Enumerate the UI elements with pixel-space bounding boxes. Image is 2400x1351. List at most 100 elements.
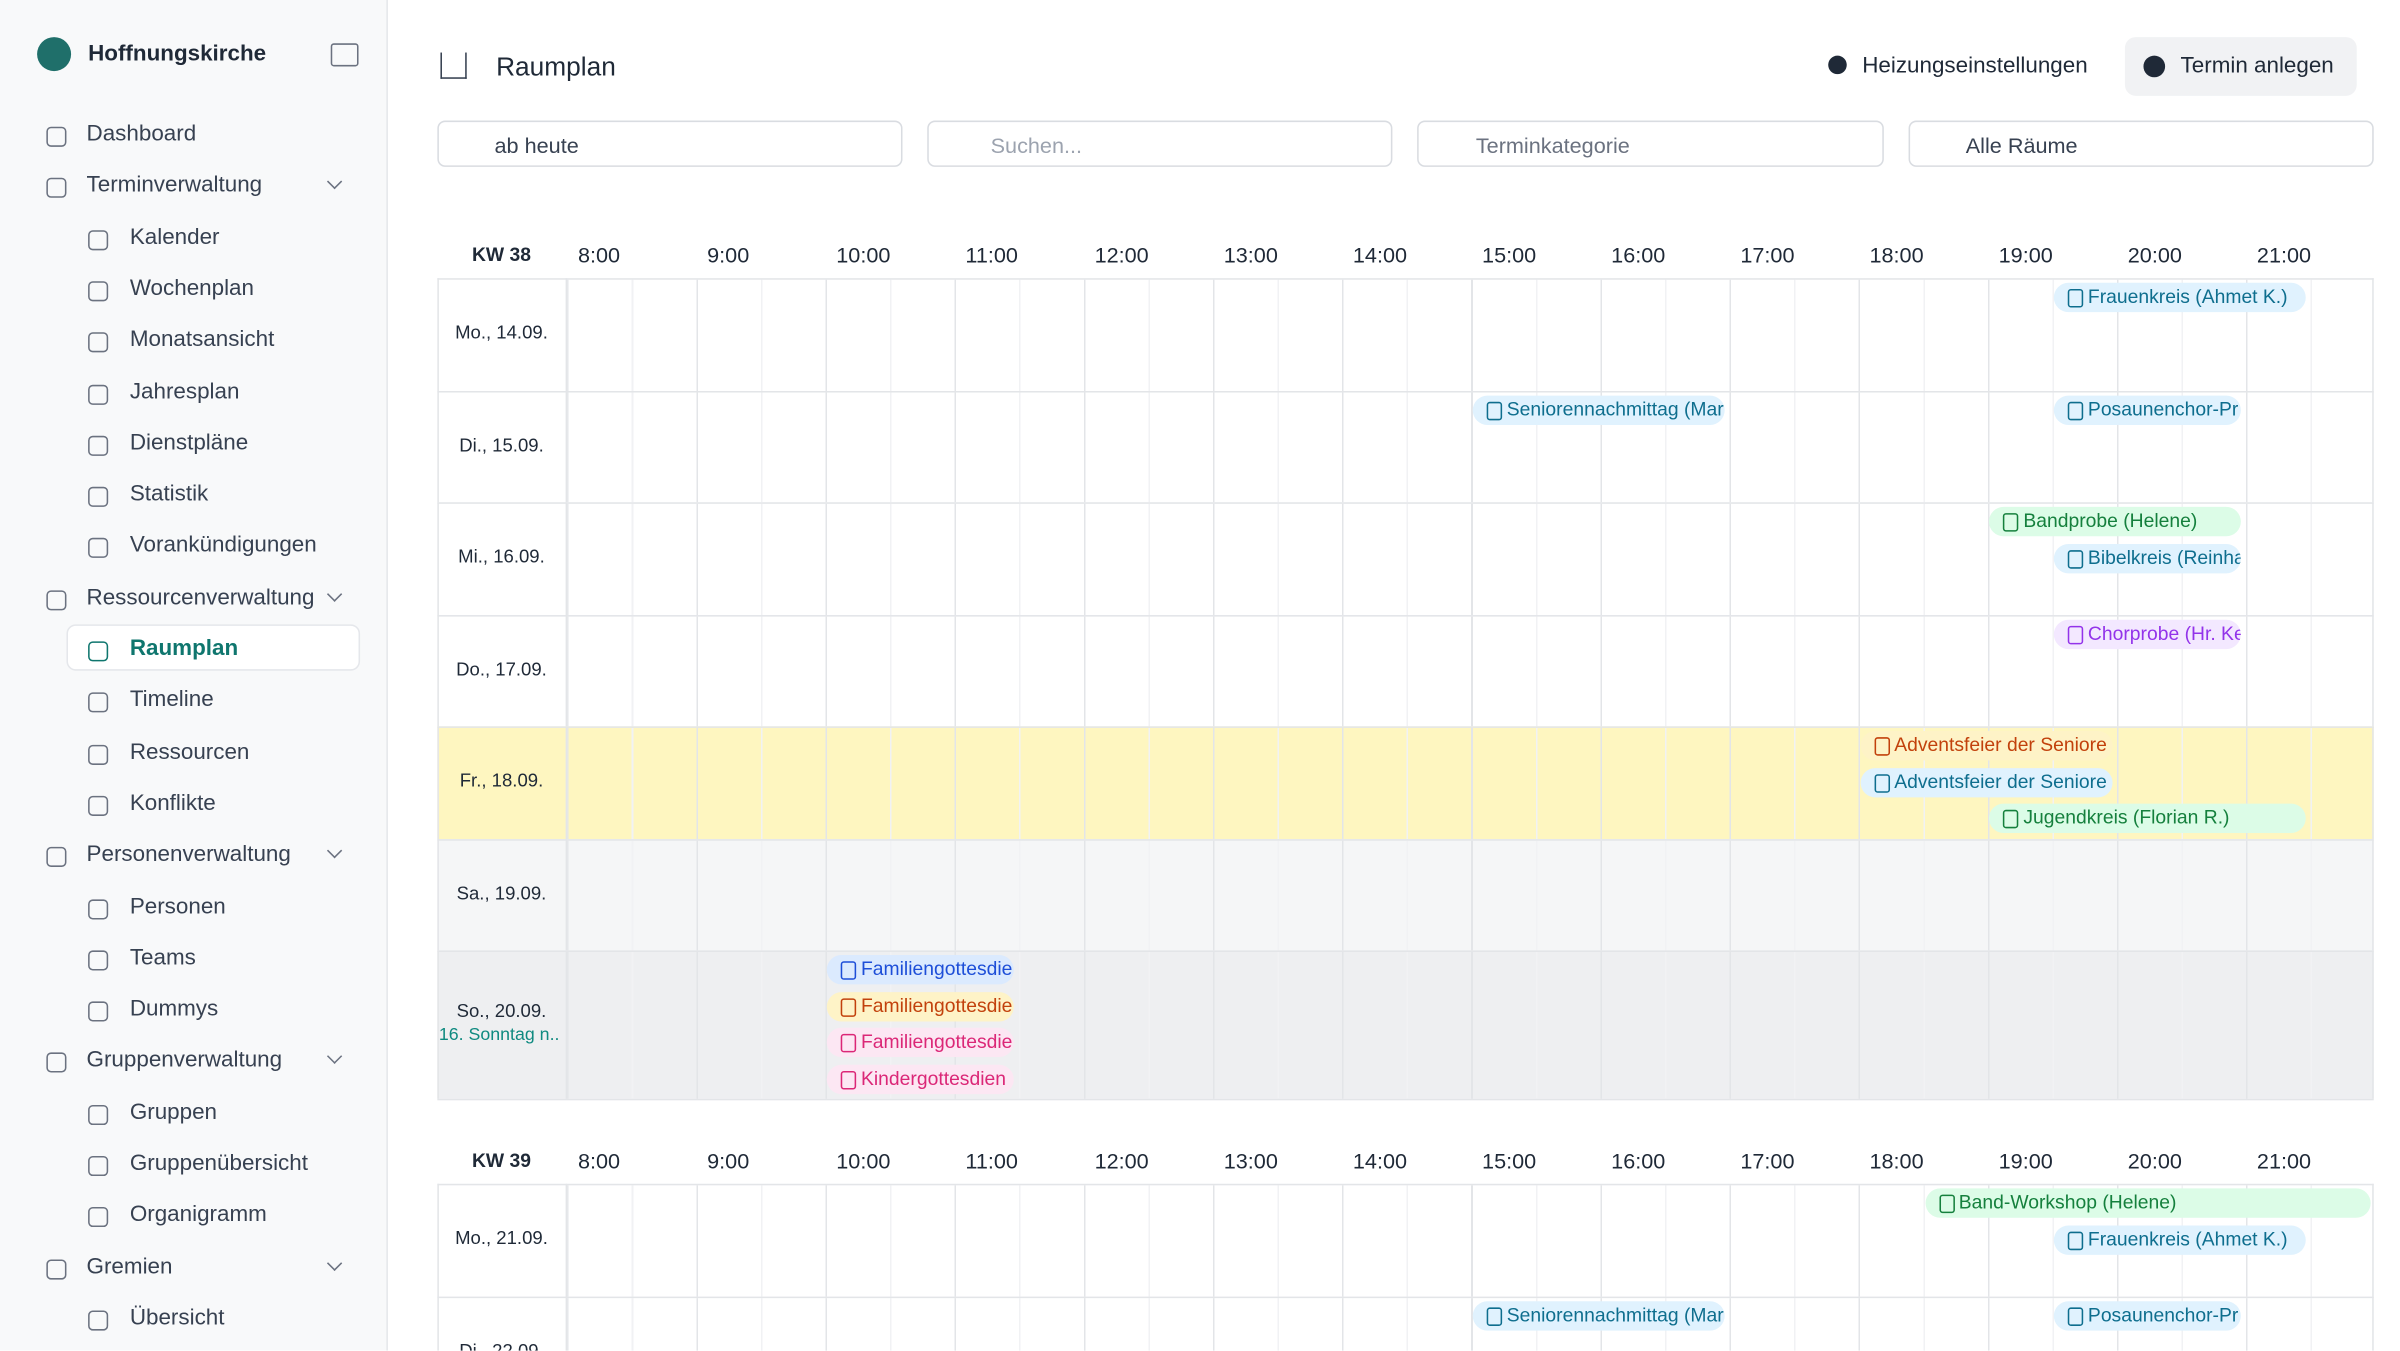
category-filter[interactable]: Terminkategorie bbox=[1417, 120, 1884, 167]
nav-subitem[interactable]: Dienstpläne bbox=[129, 430, 249, 456]
nav-subitem[interactable]: Übersicht bbox=[129, 1305, 225, 1331]
event-icon bbox=[1486, 401, 1503, 420]
nav-icon bbox=[46, 847, 67, 868]
event-icon bbox=[2067, 1230, 2084, 1250]
hour-label: 19:00 bbox=[1998, 242, 2053, 268]
day-row bbox=[437, 1295, 2374, 1351]
day-divider bbox=[565, 838, 568, 951]
event[interactable]: Bibelkreis (Reinha bbox=[2053, 543, 2242, 573]
event-icon bbox=[2003, 513, 2019, 532]
event-icon bbox=[2003, 809, 2019, 829]
event-icon bbox=[840, 997, 857, 1017]
hour-label: 12:00 bbox=[1094, 242, 1149, 268]
nav-subitem[interactable]: Dummys bbox=[129, 996, 219, 1022]
nav-subitem[interactable]: Ressourcen bbox=[129, 739, 250, 765]
hour-label: 15:00 bbox=[1482, 1148, 1537, 1173]
nav-subitem[interactable]: Timeline bbox=[129, 688, 214, 713]
event[interactable]: Frauenkreis (Ahmet K.) bbox=[2053, 282, 2307, 313]
nav-icon bbox=[88, 1310, 109, 1331]
event[interactable]: Adventsfeier der Seniore bbox=[1860, 730, 2113, 761]
event-icon bbox=[1874, 773, 1890, 793]
nav-icon bbox=[88, 795, 109, 816]
search-input[interactable]: Suchen... bbox=[927, 120, 1393, 167]
week-label: KW 39 bbox=[471, 1149, 531, 1172]
hour-label: 16:00 bbox=[1611, 1148, 1666, 1173]
settings-button[interactable]: Heizungseinstellungen bbox=[1862, 54, 2088, 79]
hour-label: 17:00 bbox=[1740, 1148, 1795, 1173]
day-divider bbox=[565, 950, 568, 1099]
event-icon bbox=[840, 1070, 857, 1089]
nav-subitem[interactable]: Teams bbox=[129, 945, 196, 971]
nav-item[interactable]: Ressourcenverwaltung bbox=[86, 585, 315, 610]
event[interactable]: Frauenkreis (Ahmet K.) bbox=[2053, 1224, 2307, 1255]
nav-icon bbox=[88, 744, 109, 765]
nav-subitem[interactable]: Wochenplan bbox=[129, 276, 255, 302]
hour-label: 11:00 bbox=[965, 1148, 1018, 1173]
hour-label: 10:00 bbox=[836, 242, 891, 268]
nav-item[interactable]: Terminverwaltung bbox=[86, 173, 263, 199]
logo bbox=[37, 37, 72, 72]
nav-subitem[interactable]: Jahresplan bbox=[129, 379, 240, 405]
sidebar: Hoffnungskirche Dashboard Terminverwaltun… bbox=[0, 0, 388, 1351]
nav-icon bbox=[46, 126, 67, 147]
nav-subitem[interactable]: Kalender bbox=[129, 225, 220, 250]
nav-item[interactable]: Gremien bbox=[86, 1254, 173, 1279]
org-name: Hoffnungskirche bbox=[88, 41, 267, 67]
chevron bbox=[326, 586, 343, 602]
hour-label: 8:00 bbox=[577, 1148, 621, 1173]
hour-label: 18:00 bbox=[1869, 242, 1924, 268]
nav-icon bbox=[88, 332, 109, 353]
event[interactable]: Kindergottesdien bbox=[827, 1064, 1015, 1094]
hour-label: 14:00 bbox=[1352, 242, 1408, 268]
nav-subitem[interactable]: Konflikte bbox=[129, 791, 216, 816]
nav-item[interactable]: Personenverwaltung bbox=[86, 842, 291, 868]
nav-icon bbox=[46, 589, 67, 610]
nav-subitem[interactable]: Statistik bbox=[129, 482, 209, 508]
nav-subitem[interactable]: Organigramm bbox=[129, 1202, 267, 1228]
hour-label: 17:00 bbox=[1740, 242, 1795, 268]
nav-icon bbox=[88, 950, 109, 971]
event[interactable]: Jugendkreis (Florian R.) bbox=[1989, 803, 2307, 833]
event-icon bbox=[840, 961, 857, 980]
create-button[interactable]: Termin anlegen bbox=[2124, 37, 2357, 96]
nav-subitem[interactable]: Personen bbox=[129, 894, 226, 919]
event[interactable]: Familiengottesdie bbox=[827, 1027, 1015, 1058]
hour-label: 20:00 bbox=[2127, 242, 2182, 268]
day-row bbox=[437, 614, 2374, 727]
nav-subitem[interactable]: Vorankündigungen bbox=[129, 533, 317, 559]
room-filter[interactable]: Alle Räume bbox=[1908, 120, 2374, 167]
nav-icon bbox=[88, 1207, 109, 1228]
hour-label: 13:00 bbox=[1223, 1148, 1278, 1173]
event[interactable]: Bandprobe (Helene) bbox=[1989, 506, 2242, 537]
hour-label: 13:00 bbox=[1223, 242, 1278, 268]
page-title[interactable]: Raumplan bbox=[496, 52, 616, 82]
nav-subitem[interactable]: Gruppenübersicht bbox=[129, 1151, 308, 1177]
chevron bbox=[326, 843, 343, 859]
nav-icon bbox=[88, 1104, 109, 1125]
nav-item[interactable]: Dashboard bbox=[86, 122, 197, 147]
event[interactable]: Chorprobe (Hr. Ke bbox=[2053, 618, 2242, 649]
hour-label: 11:00 bbox=[965, 242, 1018, 268]
date-filter[interactable]: ab heute bbox=[437, 120, 903, 167]
hour-label: 21:00 bbox=[2256, 242, 2312, 268]
nav-subitem[interactable]: Raumplan bbox=[129, 636, 239, 662]
nav-item[interactable]: Gruppenverwaltung bbox=[86, 1048, 283, 1074]
hour-label: 9:00 bbox=[707, 242, 750, 268]
collapse-button[interactable] bbox=[330, 43, 359, 67]
nav-subitem[interactable]: Monatsansicht bbox=[129, 327, 275, 353]
nav-icon bbox=[46, 1053, 67, 1074]
hour-label: 15:00 bbox=[1482, 242, 1537, 268]
event[interactable]: Familiengottesdie bbox=[827, 955, 1015, 985]
nav-subitem[interactable]: Gruppen bbox=[129, 1099, 218, 1125]
event[interactable]: Familiengottesdie bbox=[827, 991, 1015, 1021]
event[interactable]: Adventsfeier der Seniore bbox=[1860, 767, 2113, 797]
event[interactable]: Posaunenchor-Pr bbox=[2053, 394, 2242, 425]
day-row bbox=[437, 390, 2374, 503]
event[interactable]: Band-Workshop (Helene) bbox=[1924, 1188, 2371, 1218]
active-item bbox=[66, 624, 361, 671]
event[interactable]: Posaunenchor-Pr bbox=[2053, 1300, 2242, 1330]
event[interactable]: Seniorennachmittag (Mar bbox=[1472, 394, 1725, 425]
hour-label: 16:00 bbox=[1611, 242, 1666, 268]
event[interactable]: Seniorennachmittag (Mar bbox=[1472, 1300, 1725, 1330]
nav-icon bbox=[88, 1155, 109, 1177]
